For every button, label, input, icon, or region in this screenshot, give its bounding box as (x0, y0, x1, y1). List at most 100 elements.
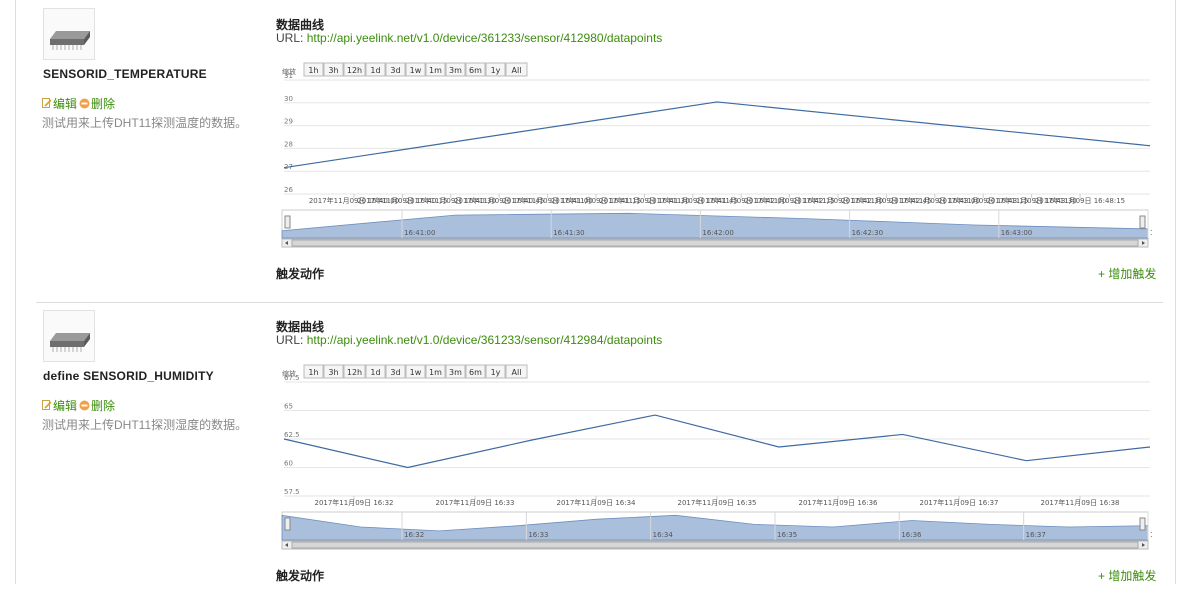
y-tick-label: 28 (284, 140, 293, 148)
datapoints-url: URL: http://api.yeelink.net/v1.0/device/… (276, 333, 662, 347)
datapoints-url: URL: http://api.yeelink.net/v1.0/device/… (276, 31, 662, 45)
zoom-button-1m[interactable]: 1m (426, 63, 445, 76)
x-tick-label: 2017年11月09日 16:48:15 (1035, 196, 1125, 205)
zoom-button-6m[interactable]: 6m (466, 365, 485, 378)
zoom-button-3m[interactable]: 3m (446, 365, 465, 378)
x-tick-label: 2017年11月09日 16:38 (1040, 498, 1119, 507)
delete-icon (79, 400, 90, 411)
navigator-tick-label: 16:33 (528, 531, 548, 539)
delete-button[interactable]: 删除 (79, 95, 115, 112)
zoom-button-label: All (512, 368, 522, 377)
zoom-button-12h[interactable]: 12h (344, 365, 365, 378)
url-label: URL: (276, 333, 307, 347)
edit-icon (42, 400, 52, 411)
zoom-button-label: All (512, 66, 522, 75)
y-tick-label: 60 (284, 460, 293, 468)
zoom-button-label: 1d (370, 368, 380, 377)
sensor-actions: 编辑 删除 (42, 397, 115, 414)
y-tick-label: 67.5 (284, 374, 300, 382)
zoom-button-all[interactable]: All (506, 365, 527, 378)
delete-label: 删除 (91, 397, 115, 414)
zoom-button-label: 3h (328, 66, 338, 75)
navigator-tick-label: 16:42:00 (702, 229, 733, 237)
zoom-button-1m[interactable]: 1m (426, 365, 445, 378)
delete-label: 删除 (91, 95, 115, 112)
zoom-button-label: 3d (390, 66, 400, 75)
zoom-button-6m[interactable]: 6m (466, 63, 485, 76)
zoom-button-label: 1w (410, 368, 422, 377)
sensor-card-humidity: define SENSORID_HUMIDITY 编辑 删除 测试用来上传DHT… (0, 302, 1191, 604)
zoom-button-1w[interactable]: 1w (406, 365, 425, 378)
y-tick-label: 29 (284, 118, 293, 126)
sensor-chip-icon (43, 8, 95, 60)
navigator-tick-label: 16:34 (653, 531, 674, 539)
zoom-button-1d[interactable]: 1d (366, 365, 385, 378)
navigator-tick-label: 16:41:00 (404, 229, 435, 237)
y-tick-label: 26 (284, 186, 293, 194)
delete-button[interactable]: 删除 (79, 397, 115, 414)
scrollbar-thumb[interactable] (292, 240, 1138, 246)
datapoints-url-link[interactable]: http://api.yeelink.net/v1.0/device/36123… (307, 333, 663, 347)
navigator-tick-label: 16:42:30 (852, 229, 883, 237)
zoom-button-label: 6m (469, 66, 482, 75)
add-trigger-button[interactable]: + 增加触发 (1098, 567, 1156, 584)
zoom-button-3d[interactable]: 3d (386, 365, 405, 378)
x-tick-label: 2017年11月09日 16:32 (314, 498, 393, 507)
data-series-line (284, 415, 1150, 467)
navigator-handle-right[interactable] (1140, 216, 1145, 228)
navigator-tick-label: 16:43:30 (1150, 229, 1152, 237)
y-tick-label: 65 (284, 403, 293, 411)
sensor-actions: 编辑 删除 (42, 95, 115, 112)
navigator-handle-left[interactable] (285, 518, 290, 530)
edit-label: 编辑 (53, 95, 77, 112)
zoom-button-1h[interactable]: 1h (304, 63, 323, 76)
datapoints-url-link[interactable]: http://api.yeelink.net/v1.0/device/36123… (307, 31, 663, 45)
y-tick-label: 30 (284, 95, 293, 103)
navigator-tick-label: 16:41:30 (553, 229, 584, 237)
zoom-button-3h[interactable]: 3h (324, 63, 343, 76)
navigator-tick-label: 16:37 (1026, 531, 1046, 539)
zoom-button-label: 12h (347, 66, 362, 75)
y-tick-label: 62.5 (284, 431, 300, 439)
sensor-chip-icon (43, 310, 95, 362)
zoom-button-3m[interactable]: 3m (446, 63, 465, 76)
sensor-name: SENSORID_TEMPERATURE (43, 67, 207, 81)
sensor-description: 测试用来上传DHT11探测温度的数据。 (42, 114, 247, 131)
navigator-tick-label: 16:35 (777, 531, 797, 539)
url-label: URL: (276, 31, 307, 45)
edit-label: 编辑 (53, 397, 77, 414)
x-tick-label: 2017年11月09日 16:33 (435, 498, 514, 507)
zoom-button-all[interactable]: All (506, 63, 527, 76)
navigator-tick-label: 16:36 (901, 531, 922, 539)
trigger-title: 触发动作 (276, 265, 324, 282)
zoom-button-1y[interactable]: 1y (486, 63, 505, 76)
data-series-line (284, 102, 1150, 168)
navigator-tick-label: 16:32 (404, 531, 424, 539)
scrollbar-thumb[interactable] (292, 542, 1138, 548)
zoom-button-label: 6m (469, 368, 482, 377)
zoom-button-1d[interactable]: 1d (366, 63, 385, 76)
x-tick-label: 2017年11月09日 16:35 (677, 498, 756, 507)
zoom-button-3d[interactable]: 3d (386, 63, 405, 76)
zoom-button-label: 12h (347, 368, 362, 377)
zoom-button-label: 1y (491, 66, 501, 75)
edit-button[interactable]: 编辑 (42, 397, 77, 414)
zoom-button-3h[interactable]: 3h (324, 365, 343, 378)
zoom-button-1w[interactable]: 1w (406, 63, 425, 76)
edit-button[interactable]: 编辑 (42, 95, 77, 112)
zoom-button-1h[interactable]: 1h (304, 365, 323, 378)
trigger-title: 触发动作 (276, 567, 324, 584)
zoom-button-12h[interactable]: 12h (344, 63, 365, 76)
x-tick-label: 2017年11月09日 16:37 (919, 498, 998, 507)
sensor-name: define SENSORID_HUMIDITY (43, 369, 214, 383)
edit-icon (42, 98, 52, 109)
zoom-button-1y[interactable]: 1y (486, 365, 505, 378)
add-trigger-button[interactable]: + 增加触发 (1098, 265, 1156, 282)
zoom-button-label: 1m (429, 66, 442, 75)
x-tick-label: 2017年11月09日 16:36 (798, 498, 878, 507)
zoom-button-label: 1h (308, 368, 318, 377)
navigator-handle-right[interactable] (1140, 518, 1145, 530)
navigator-handle-left[interactable] (285, 216, 290, 228)
